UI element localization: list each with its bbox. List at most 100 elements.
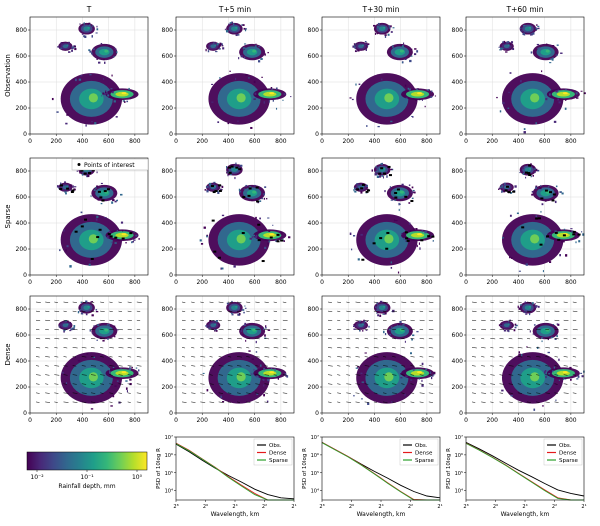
rain-speckle: [582, 233, 585, 236]
rain-speckle: [500, 186, 502, 189]
points-of-interest: [504, 164, 581, 246]
rain-speckle: [96, 185, 99, 188]
rain-speckle: [410, 379, 413, 381]
rain-speckle: [531, 302, 534, 305]
rain-speckle: [59, 249, 61, 252]
motion-arrow: [526, 319, 532, 322]
y-tick-label: 10⁷: [311, 435, 319, 441]
rain-speckle: [81, 173, 84, 176]
y-tick-label: 200: [308, 105, 320, 112]
motion-arrow: [136, 319, 141, 322]
motion-arrow: [127, 365, 133, 367]
rain-speckle: [537, 324, 540, 328]
point-of-interest: [504, 189, 508, 192]
panel-frame: [321, 295, 441, 414]
motion-arrow: [536, 319, 540, 322]
rain-speckle: [549, 93, 551, 96]
rain-speckle: [88, 49, 91, 52]
rain-speckle: [253, 184, 256, 187]
motion-arrow: [382, 374, 387, 376]
rain-speckle: [250, 373, 253, 376]
rain-speckle: [73, 186, 77, 188]
rain-speckle: [376, 302, 379, 305]
x-tick-label: 2⁴: [232, 504, 237, 510]
motion-arrow: [517, 365, 523, 367]
point-of-interest: [269, 236, 273, 239]
motion-arrow: [337, 310, 341, 312]
rain-speckle: [112, 199, 115, 202]
rain-speckle: [396, 324, 399, 327]
rain-speckle: [412, 189, 415, 192]
rain-speckle: [263, 328, 265, 330]
motion-arrow: [572, 347, 577, 349]
rain-speckle: [240, 329, 243, 332]
point-of-interest: [59, 187, 63, 190]
rain-speckle: [120, 367, 122, 370]
motion-arrow: [282, 319, 288, 322]
rain-speckle: [268, 100, 270, 103]
rain-speckle: [283, 240, 285, 242]
rain-speckle: [253, 98, 256, 100]
y-tick-label: 0: [315, 272, 319, 279]
rain-speckle: [514, 326, 517, 329]
point-of-interest: [114, 236, 118, 239]
rain-speckle: [541, 340, 543, 343]
rain-speckle: [390, 261, 393, 264]
motion-arrow: [35, 319, 41, 322]
motion-arrow: [572, 310, 578, 312]
rain-speckle: [554, 338, 557, 340]
rain-speckle: [211, 83, 214, 85]
point-of-interest: [256, 200, 260, 203]
rain-speckle: [509, 256, 511, 259]
motion-arrow: [127, 383, 131, 385]
rain-speckle: [421, 384, 424, 387]
rain-speckle: [80, 211, 83, 214]
rain-speckle: [392, 27, 395, 29]
rain-speckle: [217, 121, 220, 124]
motion-arrow: [401, 383, 405, 385]
rain-speckle: [91, 35, 93, 38]
rain-field: [496, 22, 586, 134]
rain-speckle: [91, 332, 94, 334]
rain-speckle: [405, 375, 408, 377]
motion-arrow: [209, 301, 214, 303]
rain-speckle: [414, 53, 417, 56]
rain-speckle: [109, 371, 111, 374]
legend-label: Points of interest: [84, 162, 135, 169]
motion-arrow: [100, 347, 104, 349]
x-tick-label: 200: [486, 279, 498, 286]
rain-speckle: [415, 99, 418, 101]
rain-speckle: [552, 45, 555, 47]
rain-speckle: [391, 400, 393, 403]
motion-arrow: [35, 338, 41, 340]
motion-arrow: [200, 347, 205, 349]
rain-speckle: [287, 236, 291, 239]
y-tick-label: 0: [315, 410, 319, 417]
rain-speckle: [113, 46, 115, 49]
rain-speckle: [403, 42, 405, 45]
rain-speckle: [106, 324, 109, 326]
rain-speckle: [512, 324, 514, 327]
rain-speckle: [349, 97, 352, 99]
point-of-interest: [557, 238, 561, 241]
point-of-interest: [420, 239, 424, 242]
motion-arrow: [410, 310, 416, 312]
point-of-interest: [507, 191, 511, 194]
motion-arrow: [526, 347, 532, 349]
point-of-interest: [506, 185, 510, 188]
motion-arrow: [63, 319, 68, 322]
rain-speckle: [530, 34, 532, 36]
motion-arrow: [382, 365, 388, 367]
rain-speckle: [363, 319, 365, 322]
motion-arrow: [191, 329, 196, 331]
rain-speckle: [113, 100, 116, 103]
rain-speckle: [79, 23, 81, 25]
rain-speckle: [576, 91, 578, 94]
point-of-interest: [129, 232, 133, 235]
rain-speckle: [555, 90, 558, 93]
rain-speckle: [214, 41, 216, 44]
rain-speckle: [206, 235, 208, 238]
motion-arrow: [346, 319, 350, 322]
rain-speckle: [403, 237, 406, 240]
rain-core: [88, 234, 98, 244]
